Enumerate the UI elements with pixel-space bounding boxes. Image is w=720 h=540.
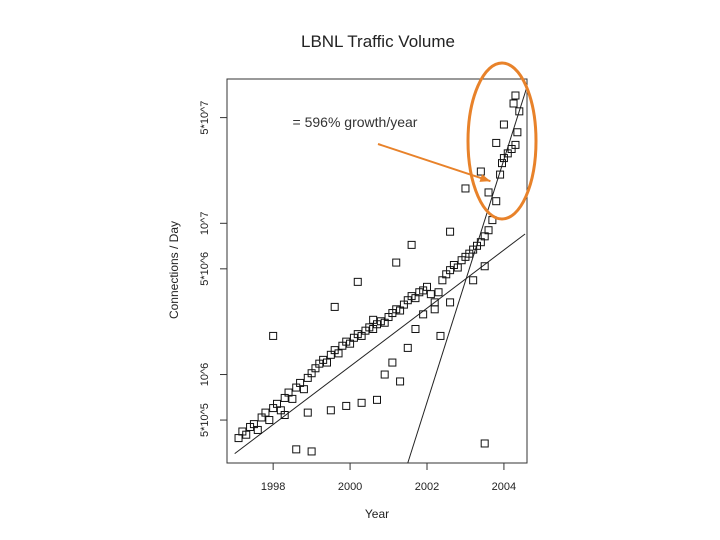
data-point <box>484 226 493 235</box>
data-point <box>307 447 316 456</box>
y-tick-label: 5*10^6 <box>199 252 211 286</box>
x-axis: 1998 2000 2002 2004 <box>261 463 516 493</box>
data-point <box>461 184 470 193</box>
data-point <box>269 331 278 340</box>
data-point <box>380 370 389 379</box>
data-point <box>280 410 289 419</box>
data-point <box>292 445 301 454</box>
data-point <box>403 343 412 352</box>
y-axis: 5*10^5 10^6 5*10^6 10^7 5*10^7 <box>199 101 227 437</box>
data-point <box>492 197 501 206</box>
y-tick-label: 10^7 <box>199 212 211 236</box>
data-point <box>469 276 478 285</box>
data-point <box>253 425 262 434</box>
annotation-arrowhead <box>479 174 491 182</box>
data-point <box>498 159 506 168</box>
x-axis-label: Year <box>365 507 389 521</box>
data-point <box>353 277 362 286</box>
data-point <box>369 315 378 324</box>
data-point <box>388 358 397 367</box>
annotation-arrow <box>377 143 491 183</box>
reference-line-baseline-trend <box>234 233 526 455</box>
data-point <box>373 395 381 404</box>
y-tick-label: 10^6 <box>199 363 211 387</box>
x-tick-label: 2002 <box>415 481 439 493</box>
y-tick-label: 5*10^7 <box>199 101 211 135</box>
y-tick-label: 5*10^5 <box>199 403 211 437</box>
data-point <box>392 258 401 267</box>
data-point <box>484 188 493 197</box>
data-point <box>476 167 485 176</box>
data-point <box>234 434 243 443</box>
data-point <box>480 262 489 271</box>
y-axis-label: Connections / Day <box>167 221 181 319</box>
data-point <box>496 170 505 179</box>
data-point <box>334 349 343 358</box>
data-point <box>299 385 308 394</box>
data-point <box>419 310 428 319</box>
x-tick-label: 2000 <box>338 481 362 493</box>
data-point <box>265 416 274 425</box>
data-point <box>446 227 455 236</box>
data-point <box>396 377 405 386</box>
data-point <box>499 120 508 129</box>
growth-annotation: = 596% growth/year <box>293 114 418 130</box>
data-points <box>234 91 524 456</box>
highlight-ellipse <box>466 61 538 221</box>
chart-title: LBNL Traffic Volume <box>301 32 455 51</box>
data-point <box>330 302 339 311</box>
data-point <box>436 331 445 340</box>
x-tick-label: 1998 <box>261 481 285 493</box>
data-point <box>492 138 501 147</box>
data-point <box>342 401 351 410</box>
data-point <box>509 99 518 108</box>
data-point <box>430 305 439 314</box>
data-point <box>242 430 251 439</box>
data-point <box>288 394 297 403</box>
data-point <box>426 290 435 299</box>
data-point <box>323 358 331 367</box>
annotation-layer: = 596% growth/year <box>293 61 538 221</box>
data-point <box>303 408 312 417</box>
data-point <box>407 240 416 249</box>
data-point <box>511 91 520 100</box>
plot-frame <box>226 78 528 464</box>
data-point <box>357 398 366 407</box>
data-point <box>515 107 524 116</box>
data-point <box>326 406 335 415</box>
data-point <box>513 128 522 137</box>
x-tick-label: 2004 <box>492 481 516 493</box>
data-point <box>411 325 420 334</box>
data-point <box>511 140 520 149</box>
data-point <box>480 439 489 448</box>
data-point <box>434 288 443 297</box>
data-point <box>446 298 455 307</box>
